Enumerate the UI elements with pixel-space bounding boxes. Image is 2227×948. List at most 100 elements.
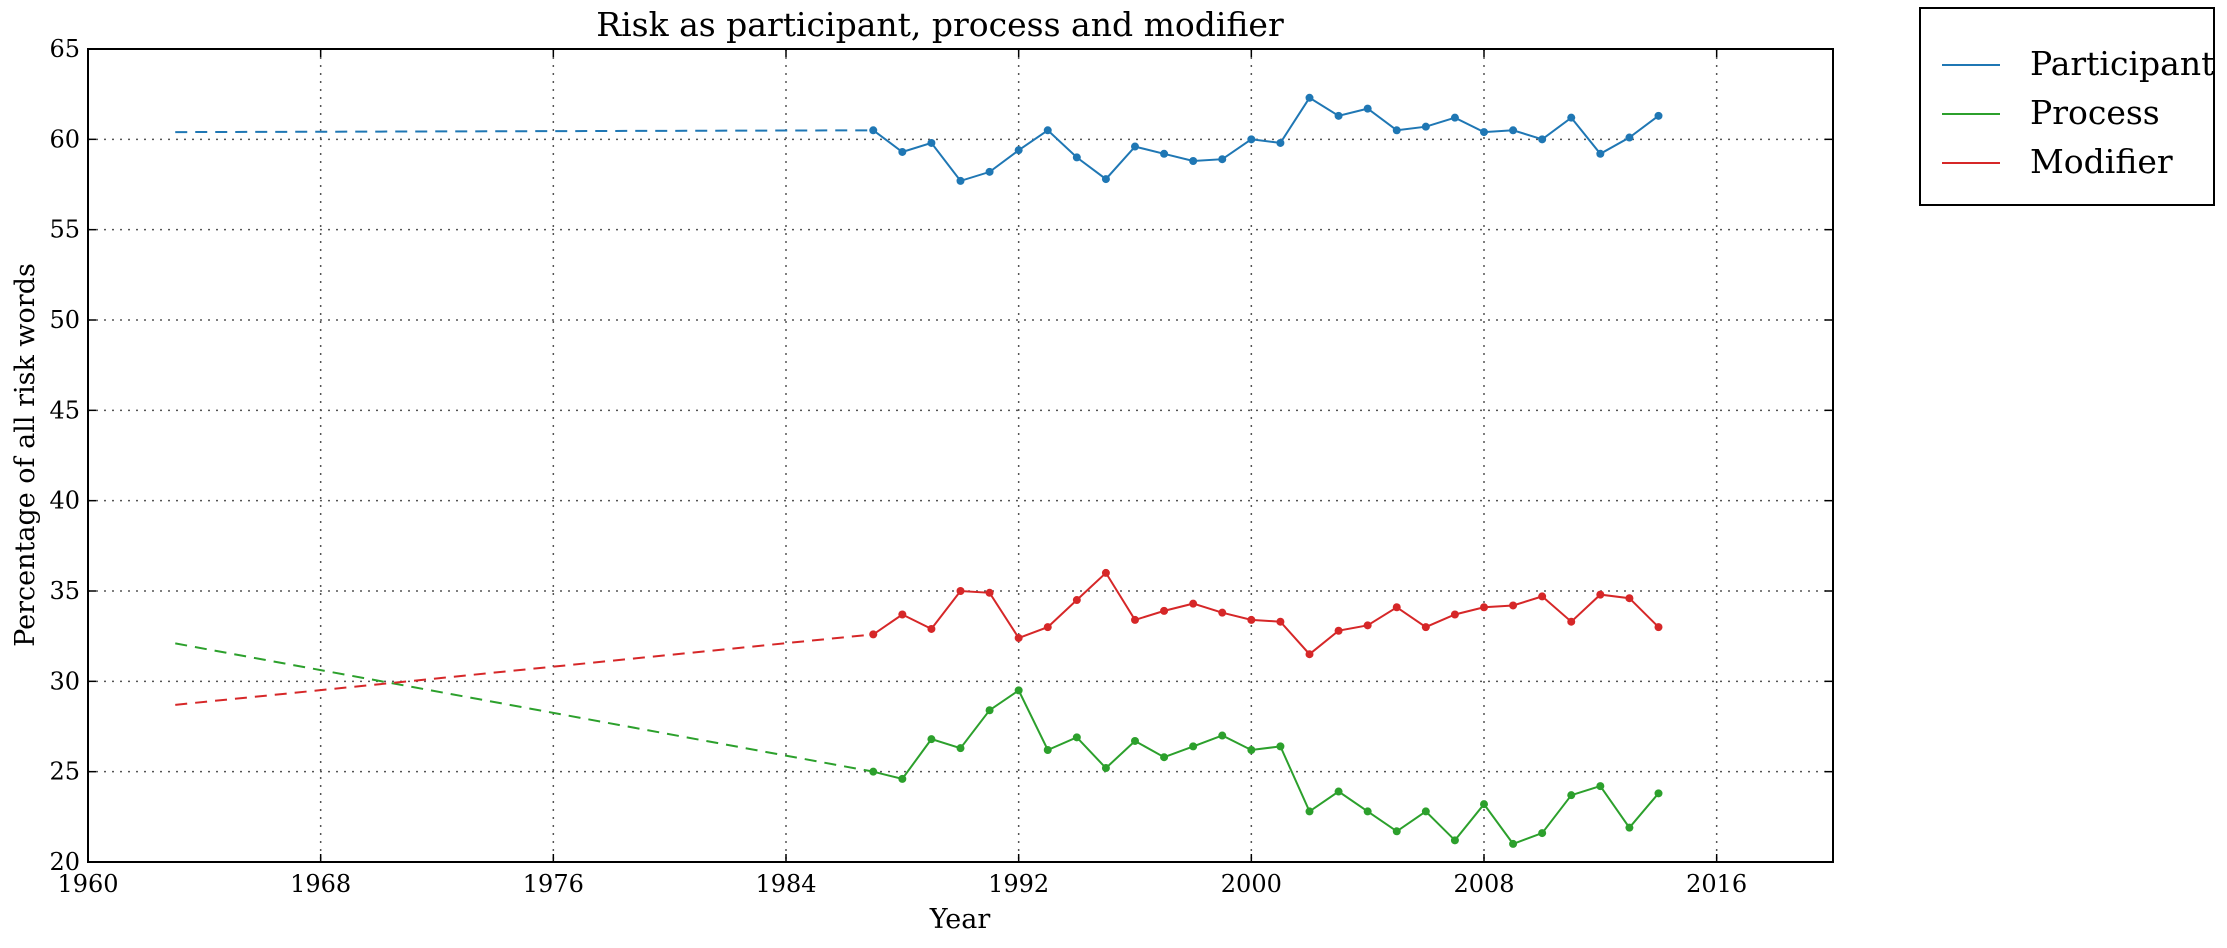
modifier-point bbox=[1538, 592, 1547, 601]
process-point bbox=[1014, 686, 1023, 695]
process-point bbox=[1101, 764, 1110, 773]
participant-point bbox=[1625, 133, 1634, 142]
process-extrapolation-line bbox=[175, 642, 874, 773]
x-axis-label: Year bbox=[929, 904, 991, 935]
y-tick-label: 35 bbox=[49, 577, 80, 605]
x-tick-label: 1984 bbox=[755, 870, 816, 898]
participant-point bbox=[956, 176, 965, 185]
modifier-point bbox=[927, 624, 936, 633]
legend-box bbox=[1919, 7, 2215, 206]
process-point bbox=[927, 735, 936, 744]
modifier-point bbox=[1654, 623, 1663, 632]
participant-point bbox=[1450, 113, 1459, 122]
modifier-point bbox=[1218, 608, 1227, 617]
modifier-point bbox=[898, 610, 907, 619]
modifier-point bbox=[1014, 633, 1023, 642]
modifier-point bbox=[1101, 568, 1110, 577]
axis-ticks: 1960 1968 1976 1984 1992 2000 2008 2016 20 25 30 35… bbox=[49, 35, 1833, 898]
participant-point bbox=[1189, 157, 1198, 166]
y-tick-label: 50 bbox=[49, 306, 80, 334]
modifier-point bbox=[1043, 623, 1052, 632]
process-point bbox=[1596, 782, 1605, 791]
y-tick-label: 65 bbox=[49, 35, 80, 63]
participant-point bbox=[869, 126, 878, 135]
participant-point bbox=[1014, 146, 1023, 155]
process-point bbox=[1334, 787, 1343, 796]
x-tick-label: 1992 bbox=[988, 870, 1049, 898]
process-point bbox=[1392, 827, 1401, 836]
participant-point bbox=[1043, 126, 1052, 135]
modifier-point bbox=[1160, 606, 1169, 615]
process-point bbox=[1509, 839, 1518, 848]
process-point bbox=[1247, 745, 1256, 754]
modifier-point bbox=[1334, 626, 1343, 635]
modifier-point bbox=[1131, 615, 1139, 624]
process-point bbox=[1538, 829, 1547, 838]
x-tick-label: 2000 bbox=[1221, 870, 1282, 898]
process-point bbox=[1567, 791, 1576, 800]
process-point bbox=[1450, 836, 1459, 845]
participant-point bbox=[1131, 142, 1139, 151]
participant-point bbox=[1072, 153, 1081, 162]
participant-point bbox=[1218, 155, 1227, 164]
legend-label-process: Process bbox=[2030, 93, 2160, 132]
x-tick-label: 2008 bbox=[1453, 870, 1514, 898]
participant-point bbox=[1392, 126, 1401, 135]
process-point bbox=[869, 767, 878, 776]
x-tick-label: 1960 bbox=[57, 870, 118, 898]
y-tick-label: 40 bbox=[49, 487, 80, 515]
x-tick-label: 1976 bbox=[523, 870, 584, 898]
modifier-point bbox=[1247, 615, 1256, 624]
modifier-point bbox=[1509, 601, 1518, 610]
participant-point bbox=[1363, 104, 1372, 113]
process-point bbox=[1363, 807, 1372, 816]
y-tick-label: 60 bbox=[49, 125, 80, 153]
process-point bbox=[1072, 733, 1081, 742]
process-point bbox=[1305, 807, 1314, 816]
legend-label-participant: Participant bbox=[2030, 44, 2214, 83]
modifier-point bbox=[1072, 596, 1081, 605]
participant-point bbox=[1567, 113, 1576, 122]
participant-extrapolation-line bbox=[175, 129, 874, 134]
participant-point bbox=[898, 147, 907, 156]
process-point bbox=[985, 706, 994, 715]
process-point bbox=[1160, 753, 1169, 762]
participant-point bbox=[1305, 93, 1314, 102]
modifier-point bbox=[869, 630, 878, 639]
process-point bbox=[898, 774, 907, 783]
participant-point bbox=[1480, 128, 1488, 137]
y-tick-label: 55 bbox=[49, 216, 80, 244]
modifier-point bbox=[1480, 603, 1488, 612]
participant-point bbox=[1654, 111, 1663, 120]
modifier-line bbox=[872, 571, 1660, 656]
process-point bbox=[1189, 742, 1198, 751]
process-point bbox=[1218, 731, 1227, 740]
modifier-point bbox=[1450, 610, 1459, 619]
participant-point bbox=[985, 167, 994, 176]
series-lines bbox=[175, 93, 1663, 848]
grid-lines bbox=[88, 49, 1833, 862]
modifier-point bbox=[1421, 623, 1430, 632]
modifier-point bbox=[985, 588, 994, 597]
y-tick-label: 45 bbox=[49, 396, 80, 424]
modifier-point bbox=[1392, 603, 1401, 612]
legend: Participant Process Modifier bbox=[1919, 7, 2215, 206]
participant-point bbox=[927, 138, 936, 147]
modifier-point bbox=[1363, 621, 1372, 630]
participant-point bbox=[1160, 149, 1169, 158]
modifier-point bbox=[956, 587, 965, 595]
process-point bbox=[1480, 800, 1488, 809]
process-point bbox=[956, 744, 965, 753]
process-point bbox=[1276, 742, 1285, 751]
legend-label-modifier: Modifier bbox=[2030, 142, 2173, 181]
participant-point bbox=[1101, 175, 1110, 184]
participant-point bbox=[1276, 138, 1285, 147]
y-tick-label: 20 bbox=[49, 848, 80, 876]
process-point bbox=[1654, 789, 1663, 798]
x-tick-label: 2016 bbox=[1686, 870, 1747, 898]
modifier-point bbox=[1567, 617, 1576, 626]
process-point bbox=[1131, 736, 1139, 745]
x-tick-label: 1968 bbox=[290, 870, 351, 898]
participant-point bbox=[1421, 122, 1430, 131]
